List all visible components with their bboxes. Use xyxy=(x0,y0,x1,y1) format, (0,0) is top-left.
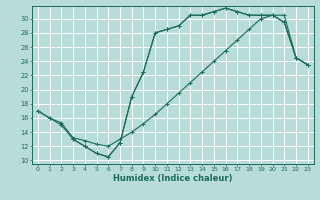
X-axis label: Humidex (Indice chaleur): Humidex (Indice chaleur) xyxy=(113,174,233,183)
